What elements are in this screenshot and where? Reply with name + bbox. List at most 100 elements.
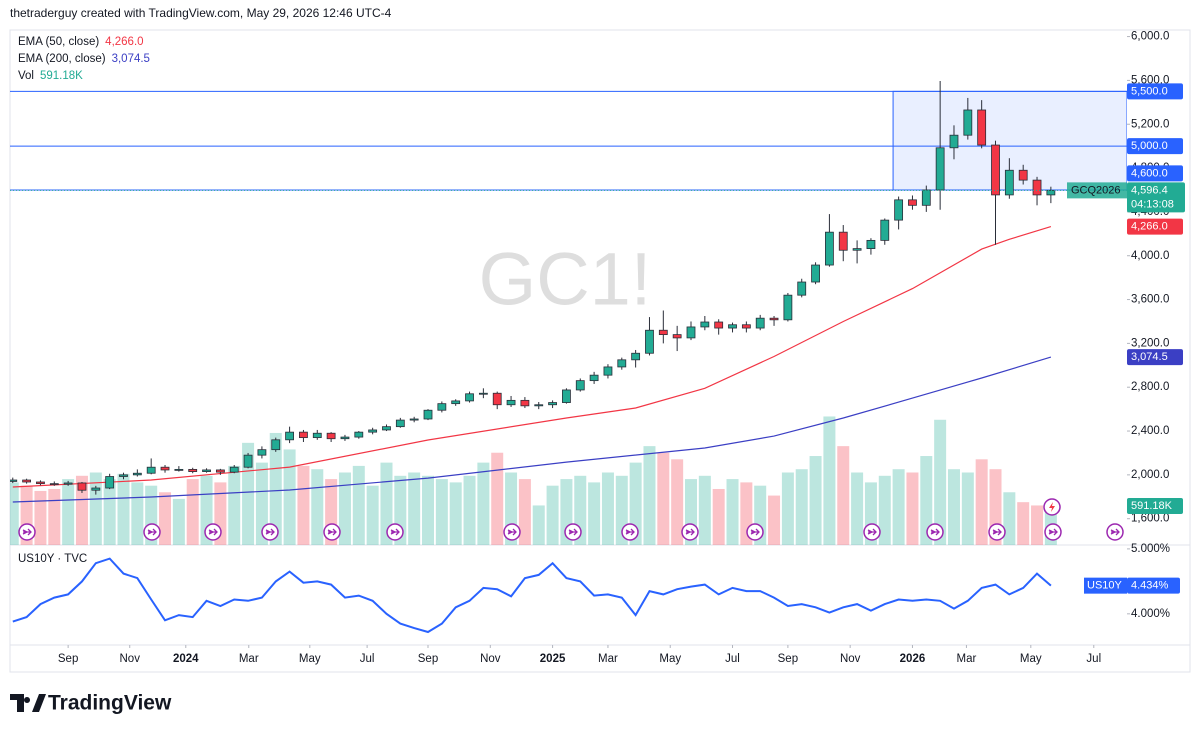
volume-bar: [975, 459, 988, 545]
candle-body: [825, 231, 834, 266]
yield-name: US10Y: [1087, 580, 1123, 592]
candle-body: [63, 482, 73, 485]
candle-body: [160, 466, 170, 471]
volume-bar: [297, 465, 310, 545]
last-price-box: [1127, 182, 1185, 213]
yield-value-label: 4.434%: [1131, 580, 1169, 592]
candle-body: [285, 431, 294, 441]
event-arrow: [147, 528, 157, 536]
volume-bar: [698, 475, 711, 545]
volume-bar: [712, 488, 725, 545]
volume-bar: [380, 462, 393, 545]
volume-bar: [491, 452, 504, 545]
volume-bar: [255, 462, 268, 545]
y-tick-label: 1,600.0: [1131, 513, 1169, 525]
candle-body: [520, 399, 530, 407]
candle-body: [36, 481, 45, 485]
x-tick-label: Sep: [418, 653, 438, 665]
candle-body: [811, 264, 820, 283]
legend-value: 591.18K: [40, 70, 83, 82]
event-arrow: [867, 528, 877, 536]
y-tick-label: 2,800.0: [1131, 381, 1169, 393]
event-icon: [323, 523, 341, 541]
ema-line: [12, 356, 1052, 503]
candle-body: [935, 147, 945, 191]
candle-body: [548, 402, 557, 406]
candle-body: [202, 469, 211, 472]
volume-bar: [934, 419, 947, 545]
x-tick-label: Sep: [778, 653, 798, 665]
candle-body: [91, 487, 101, 491]
candle-body: [437, 403, 447, 411]
y-tick-label: 5,200.0: [1131, 118, 1169, 130]
event-arrow: [750, 528, 760, 536]
candle-body: [700, 321, 710, 328]
legend-name: EMA (200, close): [18, 53, 106, 65]
candle-body: [132, 472, 142, 476]
candle-body: [105, 476, 115, 489]
y-tick-label: 4,000.0: [1131, 250, 1169, 262]
x-tick-label: Nov: [480, 653, 501, 665]
event-arrow: [930, 528, 940, 536]
x-tick-label: Nov: [120, 653, 141, 665]
volume-bar: [546, 485, 559, 545]
volume-bar: [1017, 502, 1030, 545]
candle-body: [838, 231, 848, 251]
candle-body: [1018, 169, 1028, 181]
candle-body: [340, 436, 350, 440]
candle-body: [852, 248, 862, 251]
candle-body: [880, 219, 890, 241]
candle-body: [963, 109, 973, 136]
candle-body: [921, 189, 931, 206]
yield-name-box: [1084, 577, 1127, 594]
x-tick-label: Jul: [725, 653, 740, 665]
candle-body: [119, 474, 128, 477]
event-arrow: [390, 528, 400, 536]
volume-label-box: [1127, 498, 1183, 515]
legend-name: Vol: [18, 70, 34, 82]
candle-body: [645, 329, 654, 354]
candle-body: [728, 324, 737, 329]
event-icon: [926, 523, 944, 541]
event-arrow: [327, 528, 337, 536]
yield-line: [12, 557, 1052, 634]
legend-value: 4,266.0: [105, 36, 143, 48]
event-icon: [18, 523, 36, 541]
x-tick-label: Jul: [360, 653, 375, 665]
legend-value: 3,074.5: [112, 53, 150, 65]
y-tick-label: 6,000.0: [1131, 31, 1169, 43]
candle-body: [562, 389, 571, 403]
volume-bar: [75, 475, 88, 545]
last-price-label: 4,596.4: [1131, 184, 1168, 196]
event-arrow: [22, 528, 32, 536]
candle-body: [866, 239, 876, 250]
event-arrow: [208, 528, 218, 536]
volume-bar: [172, 498, 185, 545]
candle-body: [229, 466, 239, 473]
event-icon: [1044, 523, 1062, 541]
volume-bar: [131, 482, 144, 545]
candle-body: [506, 399, 516, 406]
x-tick-label: Jul: [1086, 653, 1101, 665]
volume-bar: [823, 416, 836, 545]
volume-bar: [768, 495, 781, 545]
candle-body: [77, 482, 87, 491]
candle-body: [949, 134, 959, 149]
candle-body: [603, 366, 613, 376]
volume-bar: [851, 472, 864, 545]
volume-bar: [449, 482, 462, 545]
event-icon: [503, 523, 521, 541]
candle-body: [797, 281, 807, 296]
lightning-bolt: [1049, 502, 1055, 512]
symbol-box: [1067, 182, 1127, 199]
volume-bar: [892, 469, 905, 545]
volume-bar: [366, 485, 379, 545]
candle-body: [1046, 189, 1056, 196]
volume-bar: [311, 469, 324, 545]
level-label-box: [1127, 83, 1183, 100]
volume-bar: [159, 492, 172, 545]
candle-body: [783, 294, 793, 321]
header-credit: thetraderguy created with TradingView.co…: [10, 6, 392, 20]
